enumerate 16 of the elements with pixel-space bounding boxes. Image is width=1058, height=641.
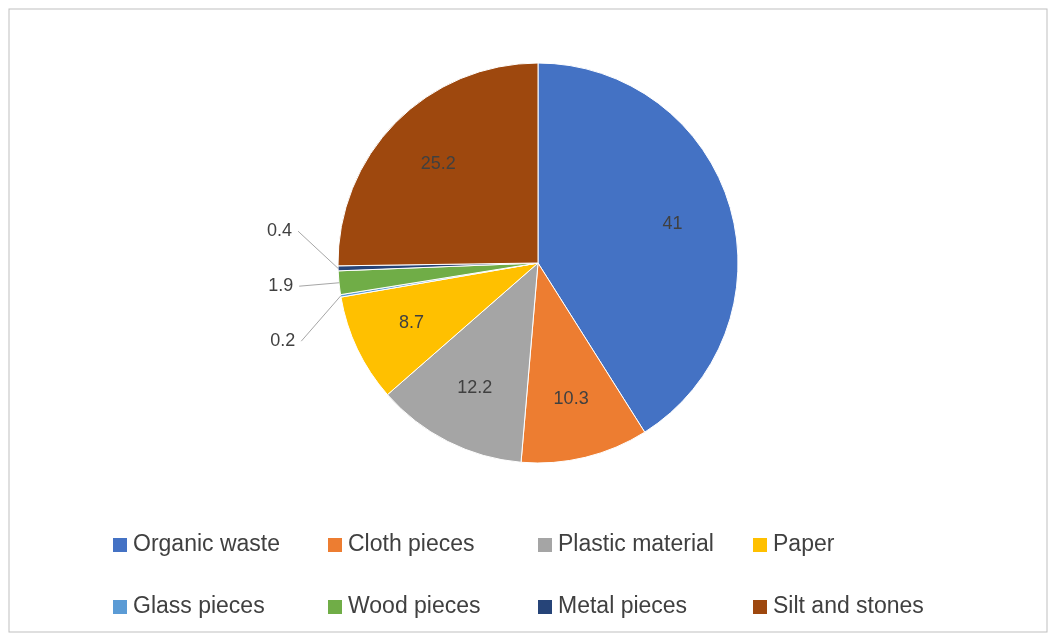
legend-label: Organic waste <box>133 530 281 557</box>
legend-label: Metal pieces <box>558 592 688 619</box>
data-label: 0.4 <box>267 219 293 240</box>
legend-label: Cloth pieces <box>348 530 475 557</box>
data-label: 1.9 <box>268 274 294 295</box>
data-label: 10.3 <box>553 387 589 408</box>
data-label: 25.2 <box>420 153 456 174</box>
legend-label: Paper <box>773 530 835 557</box>
legend-label: Plastic material <box>558 530 714 557</box>
data-label: 8.7 <box>399 312 425 333</box>
data-label: 41 <box>662 212 683 233</box>
legend-label: Glass pieces <box>133 592 265 619</box>
legend-label: Wood pieces <box>348 592 481 619</box>
data-label: 0.2 <box>270 329 296 350</box>
data-label: 12.2 <box>457 376 493 397</box>
legend-label: Silt and stones <box>773 592 924 619</box>
